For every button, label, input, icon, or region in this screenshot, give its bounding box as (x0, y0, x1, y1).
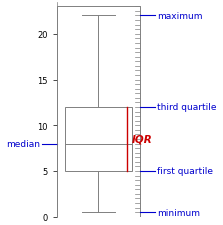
Text: third quartile: third quartile (157, 103, 216, 112)
Text: IQR: IQR (132, 134, 152, 144)
Text: median: median (6, 140, 40, 148)
Bar (57, 7, 140, 217)
Bar (65, 108, 132, 171)
Text: minimum: minimum (157, 208, 200, 217)
Text: maximum: maximum (157, 12, 202, 21)
Text: first quartile: first quartile (157, 167, 213, 176)
